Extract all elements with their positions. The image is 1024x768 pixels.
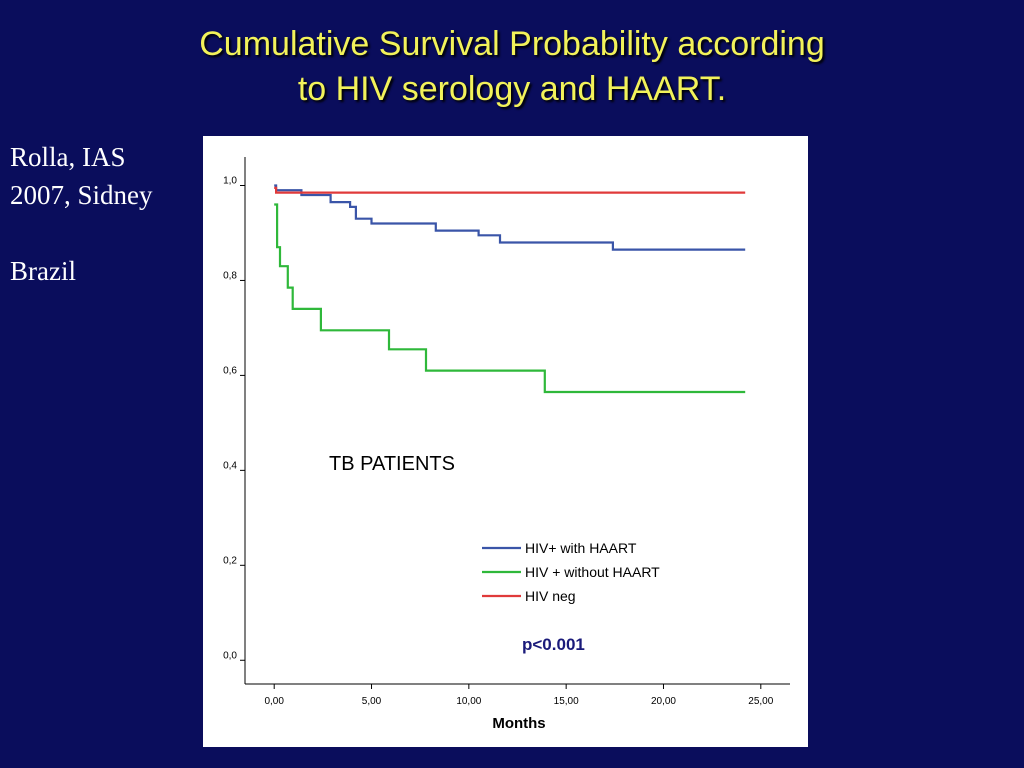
chart-annotation-tb-patients: TB PATIENTS: [329, 453, 455, 475]
y-tick-label: 0,8: [223, 270, 237, 281]
series-line-2: [274, 203, 746, 394]
citation-line-1: Rolla, IAS: [10, 142, 126, 172]
y-tick-label: 0,6: [223, 365, 237, 376]
survival-chart: 0,0 0,2 0,4 0,6 0,8 1,0 0,00 5,00 10,00 15,00 20,0…: [223, 157, 790, 732]
x-tick-label: 0,00: [264, 696, 284, 707]
legend-label-2: HIV + without HAART: [525, 564, 660, 580]
slide-title: Cumulative Survival Probability accordin…: [0, 22, 1024, 112]
x-tick-label: 5,00: [362, 696, 382, 707]
country-label: Brazil: [10, 256, 76, 286]
legend-label-3: HIV neg: [525, 588, 576, 604]
chart-annotation-p-value: p<0.001: [522, 635, 585, 654]
chart-series-layer: [274, 184, 746, 394]
x-tick-label: 20,00: [651, 696, 676, 707]
x-tick-label: 15,00: [554, 696, 579, 707]
chart-axes: 0,0 0,2 0,4 0,6 0,8 1,0 0,00 5,00 10,00 15,00 20,0…: [223, 157, 790, 732]
y-tick-label: 0,0: [223, 650, 237, 661]
y-tick-label: 1,0: [223, 175, 237, 186]
slide-title-line-2: to HIV serology and HAART.: [297, 70, 727, 108]
citation-line-2: 2007, Sidney: [10, 180, 153, 210]
x-tick-label: 25,00: [748, 696, 773, 707]
y-tick-label: 0,4: [223, 460, 237, 471]
x-axis-label: Months: [492, 715, 545, 732]
survival-chart-panel: 0,0 0,2 0,4 0,6 0,8 1,0 0,00 5,00 10,00 15,00 20,0…: [203, 136, 808, 747]
legend-label-1: HIV+ with HAART: [525, 540, 637, 556]
x-tick-label: 10,00: [456, 696, 481, 707]
slide-title-line-1: Cumulative Survival Probability accordin…: [199, 25, 825, 63]
series-line-1: [274, 184, 746, 251]
series-line-3: [274, 186, 746, 194]
chart-legend: HIV+ with HAART HIV + without HAART HIV ne…: [482, 540, 660, 604]
y-tick-label: 0,2: [223, 555, 237, 566]
citation-block: Rolla, IAS 2007, Sidney Brazil: [10, 138, 153, 290]
